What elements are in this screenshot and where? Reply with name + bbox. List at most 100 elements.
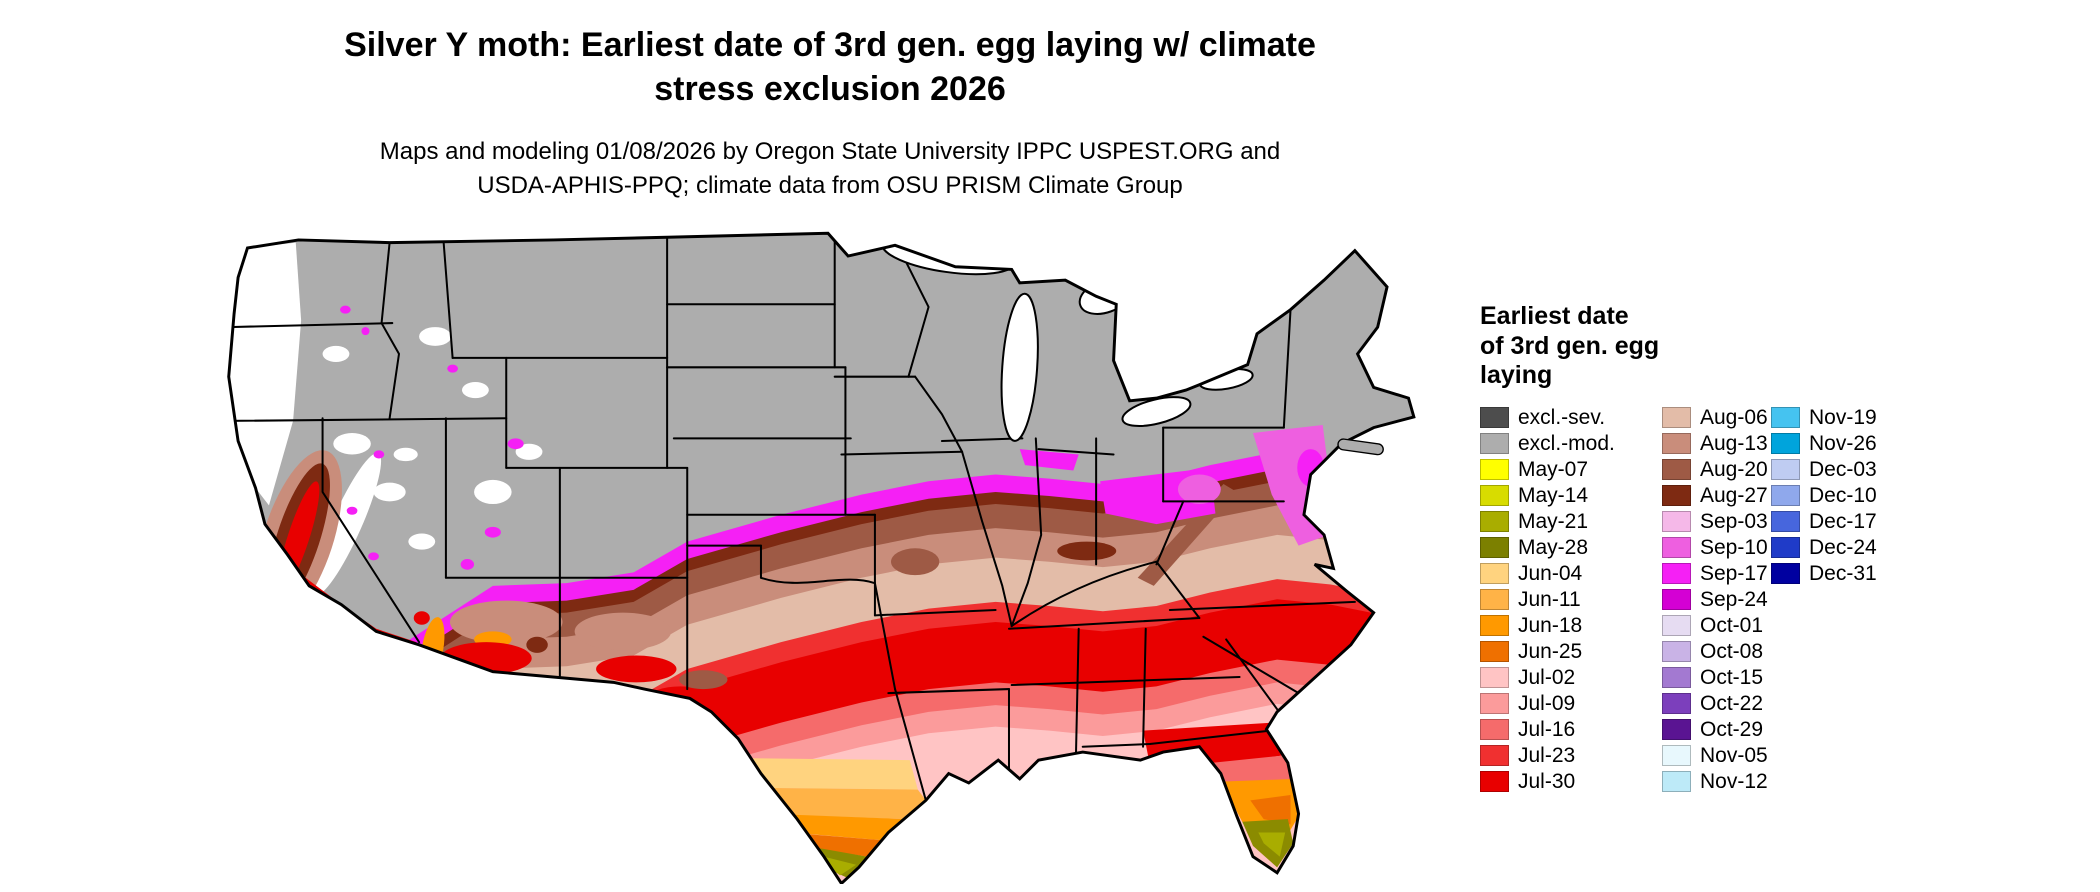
legend-item: Sep-24: [1662, 587, 1768, 613]
legend-label: May-14: [1518, 483, 1589, 507]
us-outline: [227, 231, 1416, 884]
legend-swatch: [1480, 771, 1509, 792]
legend-label: Aug-13: [1700, 431, 1768, 455]
legend-swatch: [1771, 511, 1800, 532]
page-title-line2: stress exclusion 2026: [654, 69, 1006, 108]
legend-item: Sep-10: [1662, 535, 1768, 561]
legend-label: excl.-sev.: [1518, 405, 1606, 429]
legend-swatch: [1771, 537, 1800, 558]
legend-label: Jun-25: [1518, 639, 1583, 663]
legend-item: Jun-25: [1480, 639, 1615, 665]
legend-item: Jul-09: [1480, 691, 1615, 717]
legend-item: Dec-10: [1771, 483, 1877, 509]
legend-title-line1: Earliest date: [1480, 302, 1629, 330]
legend-swatch: [1480, 537, 1509, 558]
legend-label: Oct-29: [1700, 717, 1764, 741]
legend-item: Jul-16: [1480, 717, 1615, 743]
legend-item: Nov-12: [1662, 769, 1768, 795]
legend-swatch: [1771, 485, 1800, 506]
legend-column-2: Aug-06 Aug-13 Aug-20 Aug-27 Sep-03 Sep-10 Sep-…: [1662, 405, 1768, 795]
legend-label: Sep-17: [1700, 561, 1768, 585]
legend-title-line2: of 3rd gen. egg: [1480, 331, 1660, 360]
subtitle: Maps and modeling 01/08/2026 by Oregon S…: [130, 135, 1530, 203]
legend-item: excl.-sev.: [1480, 405, 1615, 431]
legend-label: Dec-10: [1809, 483, 1877, 507]
legend-swatch: [1662, 615, 1691, 636]
legend-swatch: [1662, 641, 1691, 662]
legend-item: Dec-17: [1771, 509, 1877, 535]
legend-item: Dec-03: [1771, 457, 1877, 483]
subtitle-line1: Maps and modeling 01/08/2026 by Oregon S…: [379, 138, 1281, 166]
legend-swatch: [1480, 615, 1509, 636]
legend-item: May-28: [1480, 535, 1615, 561]
legend-swatch: [1662, 745, 1691, 766]
legend-item: Aug-13: [1662, 431, 1768, 457]
legend-label: Jun-04: [1518, 561, 1583, 585]
legend-label: Nov-26: [1809, 431, 1877, 455]
legend-item: excl.-mod.: [1480, 431, 1615, 457]
legend-item: Oct-22: [1662, 691, 1768, 717]
legend-label: May-07: [1518, 457, 1589, 481]
legend-label: Oct-15: [1700, 665, 1764, 689]
legend-label: Sep-24: [1700, 587, 1768, 611]
legend-item: Jun-11: [1480, 587, 1615, 613]
legend-column-1: excl.-sev. excl.-mod. May-07 May-14 May-21 Ma…: [1480, 405, 1615, 795]
legend-item: May-14: [1480, 483, 1615, 509]
legend-label: Sep-03: [1700, 509, 1768, 533]
legend-label: Oct-22: [1700, 691, 1764, 715]
legend-swatch: [1662, 433, 1691, 454]
legend-label: Aug-27: [1700, 483, 1768, 507]
legend-label: Dec-24: [1809, 535, 1877, 559]
legend-label: Jun-18: [1518, 613, 1583, 637]
page-title-line1: Silver Y moth: Earliest date of 3rd gen.…: [344, 26, 1316, 64]
legend-swatch: [1480, 485, 1509, 506]
legend-item: Oct-08: [1662, 639, 1768, 665]
legend-swatch: [1771, 407, 1800, 428]
map-fill-layers: [228, 233, 1414, 884]
legend-swatch: [1480, 719, 1509, 740]
legend-label: Jun-11: [1518, 587, 1581, 611]
legend-label: Oct-01: [1700, 613, 1764, 637]
long-island: [1337, 438, 1384, 456]
legend-item: Aug-06: [1662, 405, 1768, 431]
legend-swatch: [1480, 589, 1509, 610]
legend-label: Jul-09: [1518, 691, 1576, 715]
legend-swatch: [1771, 459, 1800, 480]
legend-label: Jul-16: [1518, 717, 1576, 741]
legend-label: Jul-23: [1518, 743, 1576, 767]
legend-swatch: [1662, 537, 1691, 558]
legend-item: Nov-19: [1771, 405, 1877, 431]
state-borders: [228, 233, 1356, 802]
legend-label: excl.-mod.: [1518, 431, 1615, 455]
legend-swatch: [1662, 407, 1691, 428]
legend-swatch: [1662, 563, 1691, 584]
legend-item: Jul-23: [1480, 743, 1615, 769]
legend-label: Jul-30: [1518, 769, 1576, 793]
legend-swatch: [1662, 719, 1691, 740]
legend-columns: excl.-sev. excl.-mod. May-07 May-14 May-21 Ma…: [1480, 405, 2070, 825]
legend-label: Oct-08: [1700, 639, 1764, 663]
legend-swatch: [1480, 641, 1509, 662]
legend-item: Jun-18: [1480, 613, 1615, 639]
legend-item: Aug-27: [1662, 483, 1768, 509]
legend-title-line3: laying: [1480, 361, 1553, 389]
legend-swatch: [1662, 485, 1691, 506]
legend-swatch: [1662, 667, 1691, 688]
legend-item: Nov-26: [1771, 431, 1877, 457]
legend-item: Sep-03: [1662, 509, 1768, 535]
legend-label: Aug-06: [1700, 405, 1768, 429]
legend-item: Nov-05: [1662, 743, 1768, 769]
legend-swatch: [1662, 693, 1691, 714]
legend-item: Oct-01: [1662, 613, 1768, 639]
legend-item: Dec-24: [1771, 535, 1877, 561]
legend-label: May-28: [1518, 535, 1589, 559]
subtitle-line2: USDA-APHIS-PPQ; climate data from OSU PR…: [477, 172, 1183, 200]
legend-swatch: [1771, 563, 1800, 584]
legend-item: Jun-04: [1480, 561, 1615, 587]
legend-swatch: [1480, 433, 1509, 454]
legend-label: May-21: [1518, 509, 1589, 533]
legend-label: Nov-12: [1700, 769, 1768, 793]
legend-swatch: [1480, 407, 1509, 428]
legend-item: Sep-17: [1662, 561, 1768, 587]
legend-column-3: Nov-19 Nov-26 Dec-03 Dec-10 Dec-17 Dec-24 Dec-…: [1771, 405, 1877, 587]
